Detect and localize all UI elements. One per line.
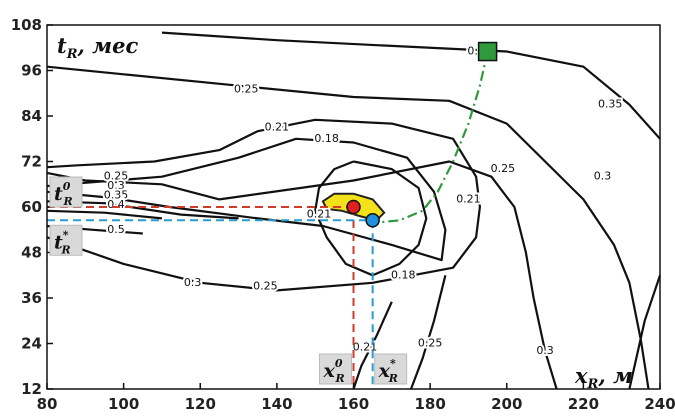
point-start — [477, 41, 498, 62]
contour-label-3: 0.21 — [265, 120, 290, 133]
x-tick-label-200: 200 — [491, 395, 522, 413]
y-tick-label-24: 24 — [21, 335, 42, 353]
ref-label-1: x* R — [378, 357, 398, 385]
path-line — [380, 51, 489, 224]
x-tick-label-180: 180 — [414, 395, 445, 413]
point-optimum-star — [365, 213, 380, 228]
contour-line-0 — [161, 31, 661, 140]
contour-label-18: 0.25 — [418, 337, 443, 350]
axis-ticks: 80 100 120 140 160 180 200 220 240 12 24 36 48 60 72 84… — [11, 16, 675, 413]
ref-label-3: t* R — [54, 228, 71, 256]
y-tick-label-60: 60 — [21, 198, 42, 216]
ref-label-box-1 — [374, 353, 408, 385]
x-tick-label-80: 80 — [37, 395, 58, 413]
contour-label-2: 0.35 — [598, 98, 623, 111]
ref-label-box-2 — [49, 176, 83, 208]
ref-label-box-0 — [319, 353, 352, 385]
contour-label-8: 0.4 — [107, 198, 125, 211]
x-tick-label-160: 160 — [338, 395, 369, 413]
y-tick-label-72: 72 — [21, 153, 42, 171]
contour-label-6: 0.3 — [107, 179, 125, 192]
optimization-path — [380, 51, 489, 224]
y-axis-label: tR, мес — [57, 33, 138, 62]
contour-line-3 — [46, 118, 481, 292]
contour-line-10 — [409, 275, 447, 390]
x-tick-label-100: 100 — [108, 395, 139, 413]
contour-label-5: 0.25 — [104, 170, 129, 183]
contour-label-14: 0.18 — [391, 268, 416, 281]
y-tick-label-96: 96 — [21, 62, 42, 80]
point-optimum-0 — [346, 199, 361, 215]
contour-line-7 — [46, 209, 163, 220]
y-tick-label-108: 108 — [11, 16, 42, 34]
reference-line-labels: x0 R x* R t0 R t* R — [49, 176, 408, 385]
contour-labels: 0.30.250.350.210.180.250.30.350.40.50.21… — [102, 43, 625, 360]
contour-label-1: 0.25 — [234, 82, 259, 95]
x-tick-label-120: 120 — [185, 395, 216, 413]
contour-label-7: 0.35 — [104, 189, 129, 202]
x-tick-label-220: 220 — [568, 395, 599, 413]
contour-label-15: 0.3 — [184, 276, 202, 289]
contour-label-12: 0.25 — [491, 162, 516, 175]
contour-line-4 — [46, 137, 447, 262]
contour-line-11 — [628, 274, 662, 390]
x-tick-label-140: 140 — [261, 395, 292, 413]
y-tick-label-84: 84 — [21, 107, 42, 125]
contour-label-10: 0.21 — [307, 208, 332, 221]
contour-line-1 — [46, 65, 650, 390]
ref-label-2: t0 R — [54, 180, 73, 208]
contour-label-11: 0.21 — [456, 192, 481, 205]
marked-points — [346, 41, 498, 228]
axis-labels: tR, мес xR, м — [57, 33, 633, 392]
contour-label-16: 0.25 — [253, 280, 278, 293]
y-tick-label-12: 12 — [21, 380, 42, 398]
contour-line-9 — [352, 301, 393, 390]
y-tick-label-36: 36 — [21, 289, 42, 307]
contour-label-9: 0.5 — [107, 223, 125, 236]
ref-label-box-3 — [49, 224, 83, 256]
contour-label-4: 0.18 — [314, 132, 339, 145]
ref-label-0: x0 R — [323, 357, 345, 385]
contour-label-19: 0.3 — [536, 344, 554, 357]
reference-lines — [47, 206, 374, 389]
y-tick-label-48: 48 — [21, 244, 42, 262]
contour-label-13: 0.3 — [594, 170, 612, 183]
x-tick-label-240: 240 — [644, 395, 675, 413]
x-axis-label: xR, м — [574, 363, 633, 392]
